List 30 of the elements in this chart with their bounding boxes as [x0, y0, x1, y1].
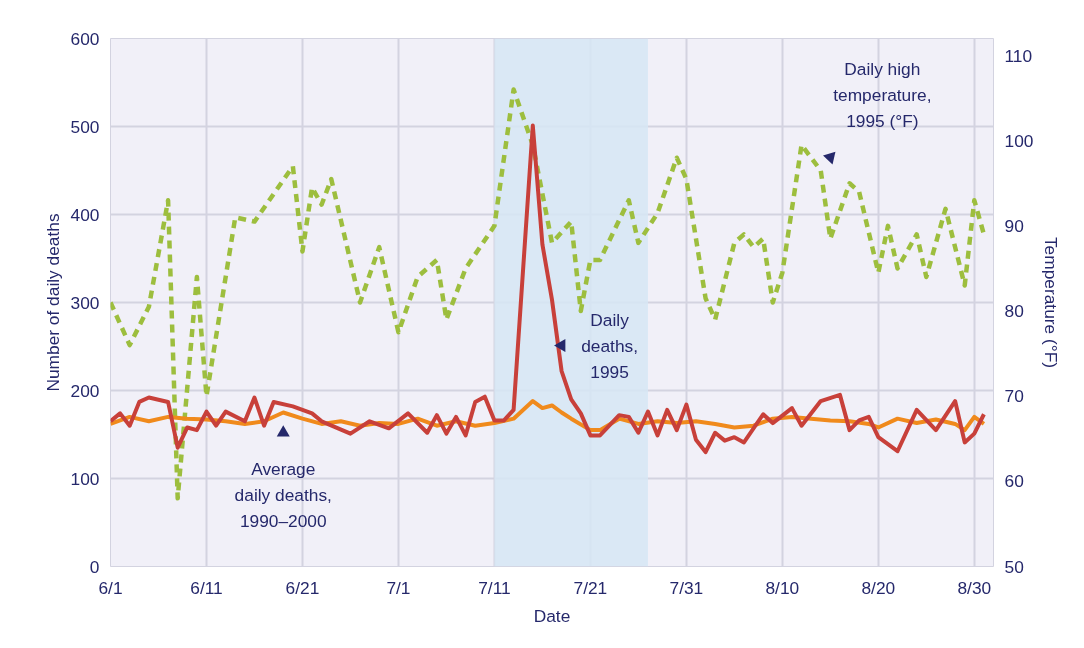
x-tick-label: 6/1 [98, 577, 123, 598]
annotation: Daily deaths, 1995 [581, 309, 639, 382]
x-tick-label: 8/10 [765, 577, 800, 598]
x-tick-label: 8/20 [861, 577, 896, 598]
y-tick-label: 100 [70, 468, 100, 489]
y2-tick-label: 70 [1004, 386, 1024, 407]
annotation: Average daily deaths, 1990–2000 [234, 458, 332, 531]
y2-axis-title: Temperature (°F) [1041, 236, 1062, 369]
y-tick-label: 200 [70, 380, 100, 401]
y2-tick-label: 100 [1004, 130, 1034, 151]
x-axis-title: Date [533, 605, 571, 626]
y2-tick-label: 90 [1004, 215, 1024, 236]
y-axis-title: Number of daily deaths [42, 213, 63, 392]
y2-tick-label: 60 [1004, 471, 1024, 492]
y-tick-label: 500 [70, 116, 100, 137]
y2-tick-label: 110 [1004, 45, 1033, 66]
y-tick-label: 300 [70, 292, 100, 313]
y-tick-label: 400 [70, 204, 100, 225]
x-tick-label: 7/31 [669, 577, 704, 598]
x-tick-label: 6/11 [190, 577, 223, 598]
annotation: Daily high temperature, 1995 (°F) [833, 59, 932, 132]
x-tick-label: 7/21 [573, 577, 608, 598]
y2-tick-label: 80 [1004, 301, 1024, 322]
x-tick-label: 8/30 [957, 577, 992, 598]
y-tick-label: 600 [70, 28, 100, 49]
x-tick-label: 7/1 [386, 577, 411, 598]
y2-tick-label: 50 [1004, 556, 1024, 577]
y-tick-label: 0 [89, 556, 100, 577]
x-tick-label: 6/21 [285, 577, 320, 598]
x-tick-label: 7/11 [478, 577, 511, 598]
